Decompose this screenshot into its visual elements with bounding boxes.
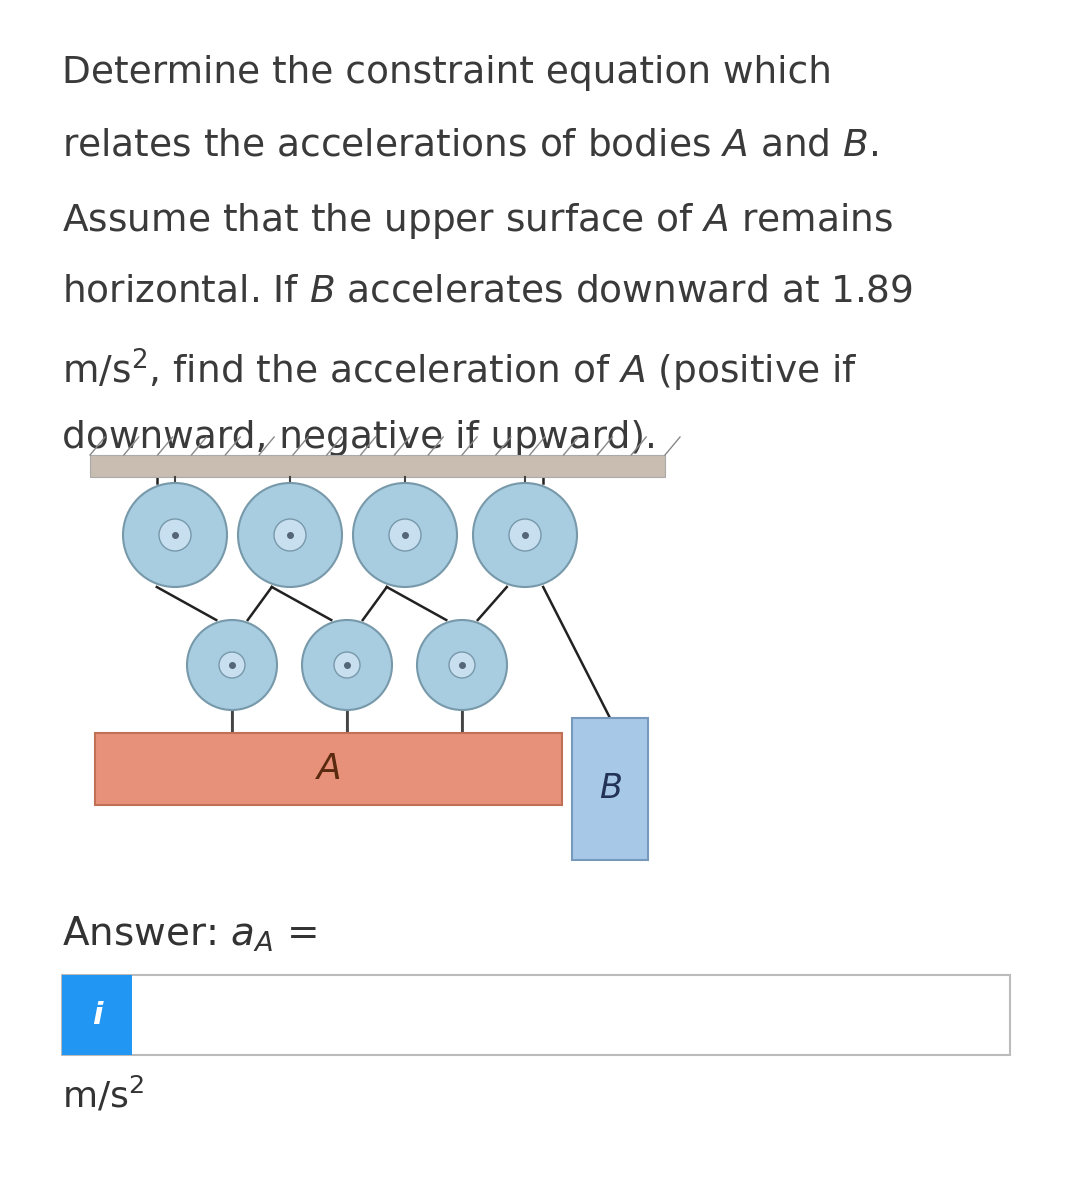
Text: horizontal. If $\mathit{B}$ accelerates downward at 1.89: horizontal. If $\mathit{B}$ accelerates … (62, 274, 913, 310)
Bar (95, 733, 562, 805)
Circle shape (274, 519, 306, 551)
Circle shape (353, 483, 457, 587)
Text: downward, negative if upward).: downward, negative if upward). (62, 420, 657, 456)
Circle shape (417, 620, 507, 710)
Text: m/s$^2$: m/s$^2$ (62, 1075, 144, 1115)
Circle shape (187, 620, 276, 710)
Circle shape (123, 483, 227, 587)
Circle shape (389, 519, 421, 551)
Text: $\mathit{B}$: $\mathit{B}$ (598, 773, 621, 805)
Bar (62, 975, 132, 1055)
Text: Determine the constraint equation which: Determine the constraint equation which (62, 55, 832, 91)
Circle shape (219, 652, 245, 678)
Circle shape (334, 652, 360, 678)
Circle shape (159, 519, 191, 551)
Bar (62, 975, 1010, 1055)
Circle shape (238, 483, 342, 587)
Text: Answer: $a_A$ =: Answer: $a_A$ = (62, 915, 318, 954)
Circle shape (509, 519, 541, 551)
Circle shape (302, 620, 392, 710)
Circle shape (449, 652, 475, 678)
Text: m/s$^2$, find the acceleration of $\mathit{A}$ (positive if: m/s$^2$, find the acceleration of $\math… (62, 347, 858, 395)
Bar (572, 718, 648, 860)
Text: $\mathit{A}$: $\mathit{A}$ (315, 752, 341, 786)
Text: i: i (92, 1001, 103, 1030)
Text: relates the accelerations of bodies $\mathit{A}$ and $\mathit{B}$.: relates the accelerations of bodies $\ma… (62, 128, 878, 164)
Bar (90, 454, 665, 477)
Text: Assume that the upper surface of $\mathit{A}$ remains: Assume that the upper surface of $\mathi… (62, 201, 893, 242)
Circle shape (473, 483, 577, 587)
